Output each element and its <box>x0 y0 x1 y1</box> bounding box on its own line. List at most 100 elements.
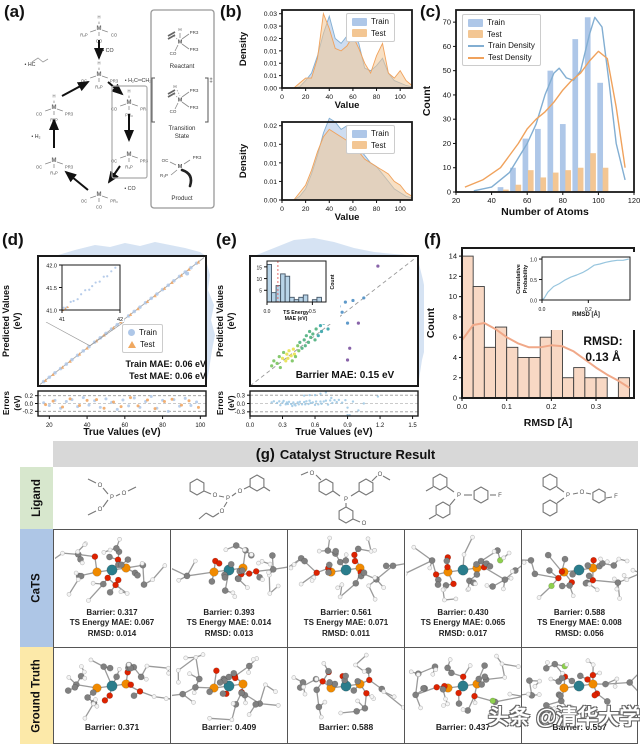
svg-text:60: 60 <box>523 196 531 205</box>
svg-text:Count: Count <box>421 85 433 116</box>
molecule-3d <box>408 653 521 714</box>
molecule-3d <box>288 535 404 602</box>
catalytic-cycle-diagram: HCOR₂PCOMHPR3OCR₂PMHPR₃COPR₃MPR3OCR₃PMPR… <box>25 9 215 210</box>
cycle-node: PR3 OC R₃P M <box>36 158 74 176</box>
svg-text:True Values (eV): True Values (eV) <box>295 427 372 438</box>
parity-plot-energy: 20 40 60 80 100 0.2 0.0 -0.2 True Values (eV) Pre… <box>1 242 215 438</box>
svg-text:0.03: 0.03 <box>264 23 277 30</box>
gt-cell: Barrier: 0.437 <box>404 647 521 744</box>
density-plot-top: 0 20 40 60 80 100 0.00 0.01 0.01 0.01 0.02 0.03 0.03… <box>238 9 413 111</box>
test-mae: Test MAE: 0.06 eV <box>129 371 206 382</box>
svg-text:2: 2 <box>453 373 457 382</box>
molecule-3d <box>64 657 170 721</box>
svg-text:40: 40 <box>84 423 91 429</box>
parity-plot-barrier: 0.0 0.3 0.6 0.9 1.2 1.5 0.3 0.0 -0.3 True Values … <box>215 238 430 438</box>
svg-text:PR3: PR3 <box>65 112 74 117</box>
barrier-value: Barrier: 0.393 <box>203 608 255 617</box>
table-title: Catalyst Structure Result <box>279 446 436 462</box>
ts-mae-value: TS Energy MAE: 0.008 <box>537 618 622 628</box>
legend-label: Train <box>487 18 505 27</box>
molecule-3d <box>291 652 404 720</box>
svg-text:80: 80 <box>559 196 567 205</box>
svg-text:42.0: 42.0 <box>46 263 57 269</box>
cycle-node: PR₃ OC CO M <box>81 192 118 210</box>
ligand-cell: P O O O <box>53 467 170 529</box>
svg-text:30: 30 <box>443 115 451 124</box>
svg-text:M: M <box>178 40 183 46</box>
svg-text:PR₃: PR₃ <box>140 107 148 112</box>
svg-text:50: 50 <box>443 66 451 75</box>
legend-label: Train <box>139 328 157 337</box>
svg-text:O: O <box>377 472 382 478</box>
svg-text:H: H <box>52 94 55 99</box>
panel-d-tag: (d) <box>2 230 24 249</box>
svg-text:P: P <box>225 496 229 502</box>
svg-text:-0.3: -0.3 <box>235 410 246 416</box>
svg-text:6: 6 <box>453 333 457 342</box>
atom-count-histogram: 20 40 60 80 100 120 0 10 20 30 40 50 60 70 Number of A… <box>421 9 640 218</box>
svg-text:R₃P: R₃P <box>50 171 58 176</box>
table-header: (g) Catalyst Structure Result <box>53 441 638 467</box>
svg-text:0.3: 0.3 <box>591 402 601 411</box>
molecule-3d <box>171 652 281 722</box>
svg-text:• H₂: • H₂ <box>31 134 40 140</box>
train-mae: Train MAE: 0.06 eV <box>125 359 206 369</box>
svg-text:RMSD [Å]: RMSD [Å] <box>572 311 600 318</box>
barrier-value: Barrier: 0.588 <box>553 608 606 617</box>
svg-text:CO: CO <box>111 107 118 112</box>
svg-text:PR3: PR3 <box>65 165 74 170</box>
svg-text:H: H <box>173 84 176 89</box>
svg-text:40: 40 <box>443 90 451 99</box>
svg-text:60: 60 <box>443 42 451 51</box>
train-dot <box>128 329 135 337</box>
svg-text:PR₃: PR₃ <box>110 199 118 204</box>
panel-e: (e) 0.0 0.3 0.6 0.9 1.2 1.5 0.3 0.0 -0.3 True Val… <box>214 230 430 442</box>
svg-text:PR3: PR3 <box>140 159 149 164</box>
svg-text:41.5: 41.5 <box>46 286 57 292</box>
svg-text:0.0: 0.0 <box>530 298 537 304</box>
molecule-3d <box>405 534 521 603</box>
svg-text:0.0: 0.0 <box>25 402 34 408</box>
svg-text:0.02: 0.02 <box>264 123 277 130</box>
panel-f: (f) 0.0 0.1 0.2 0.3 0 2 4 6 8 10 12 14 RMSD [Å] Count… <box>424 230 640 442</box>
svg-text:20: 20 <box>46 423 53 429</box>
cdf-inset: 0.0 0.2 0.0 0.5 1.0 RMSD [Å] Cumulative Probabi… <box>512 252 636 330</box>
svg-text:60: 60 <box>349 206 357 213</box>
test-triangle <box>128 340 136 348</box>
legend-c: Train Test Train Density Test Density <box>462 14 541 67</box>
train-swatch <box>468 18 483 27</box>
svg-text:41: 41 <box>59 317 65 322</box>
svg-text:0.01: 0.01 <box>264 160 277 167</box>
row-label-cats: CaTS <box>20 529 53 647</box>
panel-b-tag: (b) <box>220 2 242 21</box>
ts-mae-value: TS Energy MAE: 0.071 <box>303 618 389 628</box>
svg-text:0.5: 0.5 <box>309 309 316 315</box>
barrier-value: Barrier: 0.557 <box>552 722 607 732</box>
parity-inset: 41 42 41.0 41.5 42.0 <box>46 262 124 322</box>
svg-text:Count: Count <box>425 307 437 338</box>
svg-text:P: P <box>109 495 113 501</box>
legend-label: Train <box>371 17 389 26</box>
svg-text:-0.2: -0.2 <box>23 410 34 416</box>
ts-mae-value: TS Energy MAE: 0.014 <box>186 618 272 628</box>
svg-text:80: 80 <box>373 94 381 101</box>
svg-text:100: 100 <box>395 94 407 101</box>
svg-text:O: O <box>212 493 217 499</box>
svg-text:Errors: Errors <box>2 390 11 415</box>
svg-text:0.0: 0.0 <box>457 402 467 411</box>
test-density-line <box>468 56 484 59</box>
cycle-node: H PR3 OC R₂P M <box>81 61 119 90</box>
watermark: 头条 @清华大学 <box>488 706 640 729</box>
svg-text:0.0: 0.0 <box>237 402 246 408</box>
gt-cell: Barrier: 0.371 <box>53 647 170 744</box>
rmsd-value: 0.13 Å <box>585 349 621 364</box>
svg-text:R₃P: R₃P <box>160 173 168 178</box>
svg-text:0.00: 0.00 <box>264 197 277 204</box>
svg-text:0.6: 0.6 <box>311 423 320 429</box>
gt-cell: Barrier: 0.588 <box>287 647 404 744</box>
svg-text:(eV): (eV) <box>227 395 236 410</box>
legend-b-bottom: Train Test <box>346 125 395 155</box>
